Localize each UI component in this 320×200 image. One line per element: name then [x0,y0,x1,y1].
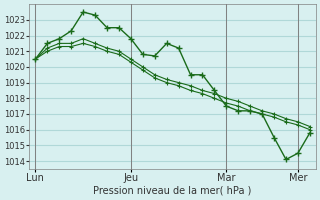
X-axis label: Pression niveau de la mer( hPa ): Pression niveau de la mer( hPa ) [93,186,252,196]
